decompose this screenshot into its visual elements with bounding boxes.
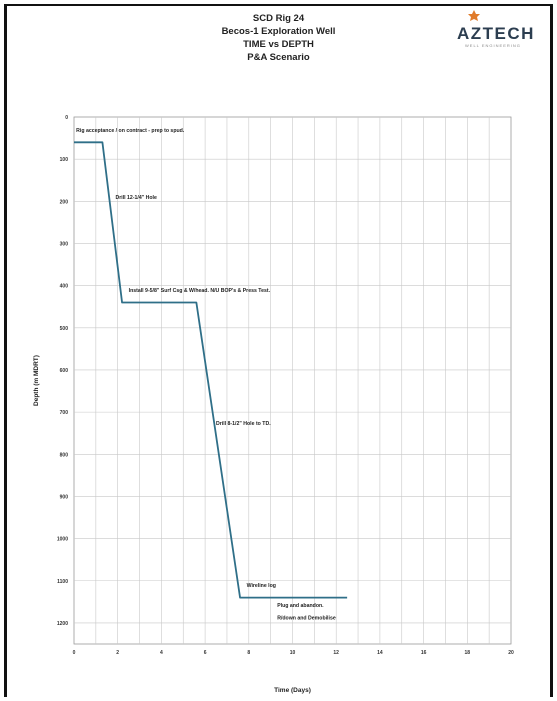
activity-annotation: R/down and Demobilise [277, 616, 336, 622]
x-tick-label: 12 [333, 650, 339, 656]
y-tick-label: 0 [65, 115, 68, 121]
logo-mark-icon [468, 10, 480, 21]
y-tick-label: 1000 [57, 537, 68, 543]
activity-annotation: Rig acceptance / on contract - prep to s… [76, 128, 185, 134]
chart-ticks: 0 2 4 6 8 10 12 14 16 18 2001002003004005006007008… [57, 115, 514, 656]
page-frame [4, 4, 553, 697]
time-depth-line [74, 141, 348, 599]
y-tick-label: 400 [60, 284, 69, 290]
x-tick-label: 0 [73, 650, 76, 656]
chart-page [11, 10, 546, 697]
x-tick-label: 8 [247, 650, 250, 656]
activity-annotation: Wireline log [247, 583, 276, 589]
y-tick-label: 700 [60, 410, 69, 416]
activity-annotation: Drill 12-1/4" Hole [116, 195, 157, 201]
x-tick-label: 16 [421, 650, 427, 656]
y-tick-label: 900 [60, 494, 69, 500]
logo-subtitle: WELL ENGINEERING [465, 43, 521, 48]
x-tick-label: 20 [508, 650, 514, 656]
title-line-3: TIME vs DEPTH [243, 39, 314, 50]
y-tick-label: 200 [60, 199, 69, 205]
company-logo: AZTECH WELL ENGINEERING [455, 10, 545, 50]
title-line-4: P&A Scenario [247, 52, 310, 63]
x-axis-label: Time (Days) [274, 687, 311, 694]
activity-annotation: Plug and abandon. [277, 603, 324, 609]
y-tick-label: 600 [60, 368, 69, 374]
chart-title: SCD Rig 24 Becos-1 Exploration Well TIME… [0, 12, 557, 64]
y-tick-label: 800 [60, 452, 69, 458]
chart-grid [73, 116, 512, 645]
y-axis-label: Depth (m MDRT) [33, 355, 40, 406]
x-tick-label: 2 [116, 650, 119, 656]
x-tick-label: 10 [290, 650, 296, 656]
y-tick-label: 1100 [57, 579, 68, 585]
y-tick-label: 1200 [57, 621, 68, 627]
logo-text: AZTECH [457, 24, 535, 43]
x-tick-label: 18 [465, 650, 471, 656]
activity-annotation: Install 9-5/8" Surf Csg & W/head. N/U BO… [129, 288, 271, 294]
activity-annotation: Drill 8-1/2" Hole to TD. [216, 421, 271, 427]
y-tick-label: 300 [60, 241, 69, 247]
chart-annotations: Rig acceptance / on contract - prep to s… [76, 128, 336, 622]
x-tick-label: 14 [377, 650, 383, 656]
y-tick-label: 500 [60, 326, 69, 332]
title-line-1: SCD Rig 24 [252, 13, 305, 24]
title-line-2: Becos-1 Exploration Well [221, 26, 336, 37]
x-tick-label: 6 [204, 650, 207, 656]
chart-series [74, 141, 348, 599]
x-tick-label: 4 [160, 650, 163, 656]
y-tick-label: 100 [60, 157, 69, 163]
